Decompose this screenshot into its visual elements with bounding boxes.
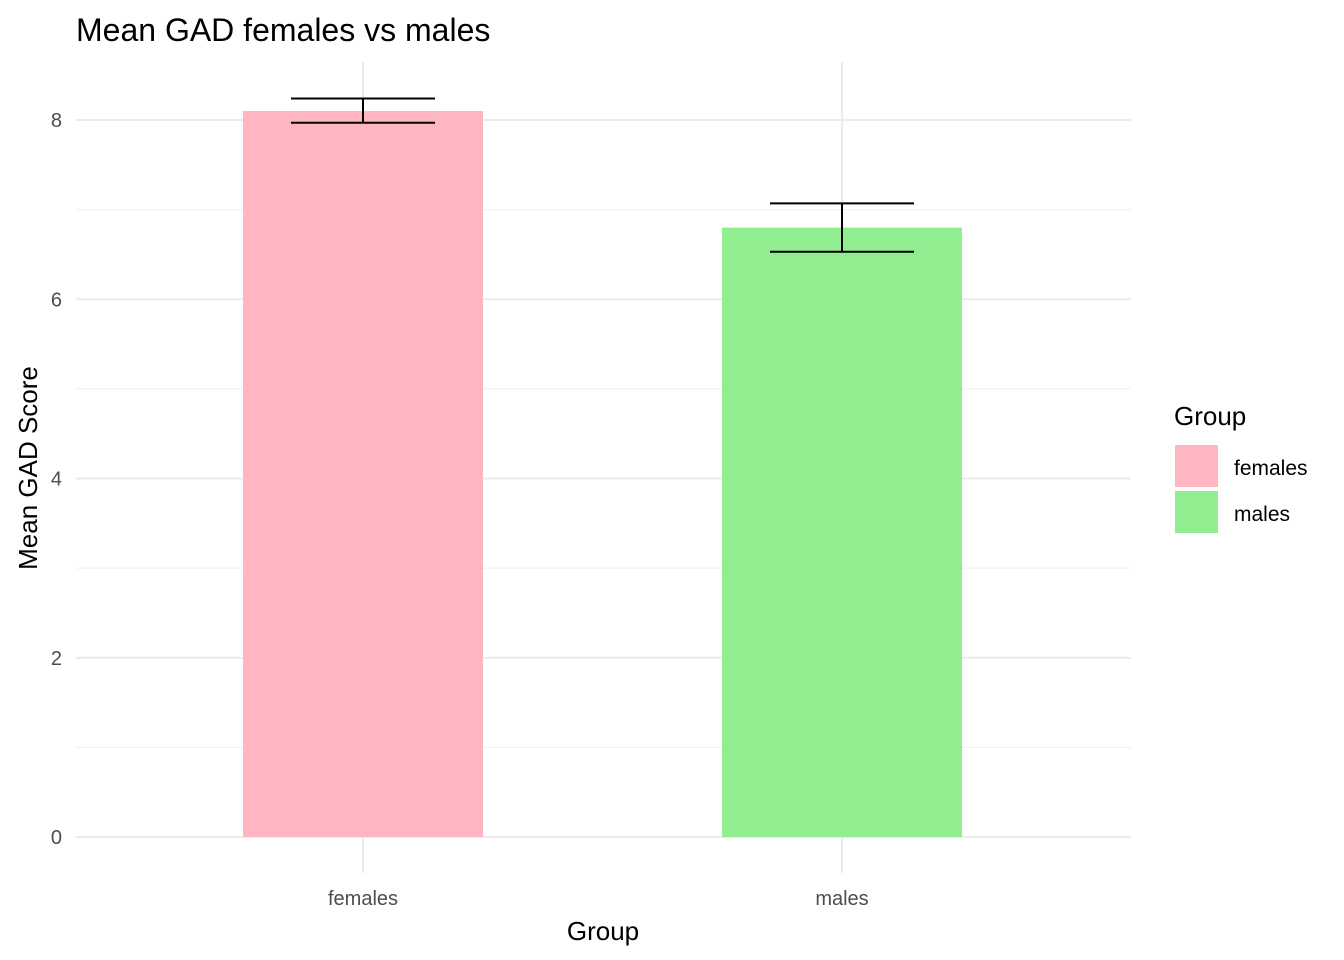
y-tick-label: 4 bbox=[51, 469, 62, 491]
bar-females bbox=[243, 111, 483, 838]
y-ticks-layer: 0 2 4 6 8 bbox=[51, 110, 62, 849]
x-axis-title: Group bbox=[567, 916, 639, 946]
x-tick-label: females bbox=[328, 888, 398, 910]
y-axis-title: Mean GAD Score bbox=[13, 366, 43, 570]
legend-label: males bbox=[1234, 503, 1290, 526]
y-tick-label: 0 bbox=[51, 827, 62, 849]
legend-swatch bbox=[1175, 445, 1218, 487]
y-tick-label: 2 bbox=[51, 648, 62, 670]
legend-item-females: females bbox=[1175, 445, 1308, 487]
error-bar-females bbox=[291, 97, 435, 124]
x-ticks-layer: females males bbox=[328, 888, 869, 910]
bar-males bbox=[722, 227, 962, 838]
legend-swatch bbox=[1175, 491, 1218, 533]
error-bars-layer bbox=[291, 97, 914, 253]
x-tick-label: males bbox=[815, 888, 868, 910]
legend-label: females bbox=[1234, 457, 1308, 480]
error-bar-males bbox=[770, 202, 914, 253]
legend-item-males: males bbox=[1175, 491, 1290, 533]
legend-title: Group bbox=[1174, 401, 1246, 431]
y-tick-label: 6 bbox=[51, 289, 62, 311]
bars-layer bbox=[243, 111, 962, 838]
grid-layer bbox=[76, 62, 1131, 873]
y-tick-label: 8 bbox=[51, 110, 62, 132]
chart-title: Mean GAD females vs males bbox=[76, 12, 490, 48]
legend: Group females males bbox=[1174, 401, 1308, 533]
